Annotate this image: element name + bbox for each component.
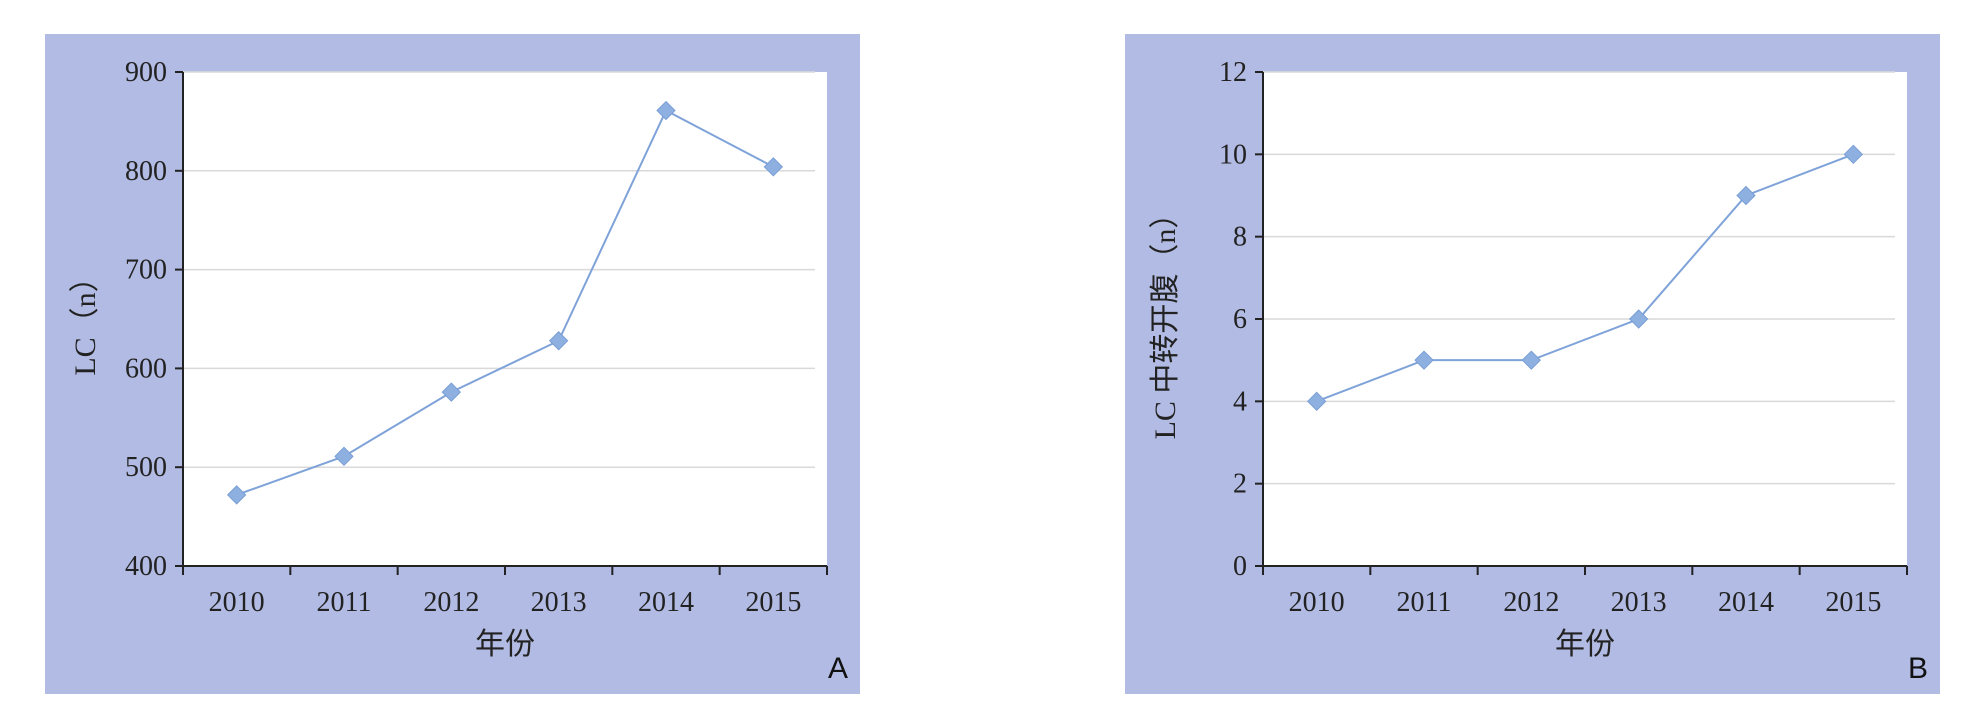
x-tick-label: 2010 bbox=[1289, 587, 1345, 618]
data-point bbox=[1521, 350, 1542, 370]
plot-area bbox=[183, 72, 827, 566]
x-tick-label: 2015 bbox=[1825, 587, 1881, 618]
x-tick-label: 2013 bbox=[531, 587, 587, 618]
data-point bbox=[548, 331, 569, 351]
y-tick-label: 400 bbox=[125, 551, 167, 582]
y-tick-label: 10 bbox=[1219, 139, 1247, 170]
chart-panel-a: 400 500 600 700 800 900 2010 2011 2012 2013 2014 20… bbox=[45, 34, 860, 694]
y-tick-label: 6 bbox=[1233, 304, 1247, 335]
data-point bbox=[763, 157, 784, 177]
chart-panel-b: 0 2 4 6 8 10 12 2010 2011 2012 2013 2014 2015 年份 LC 中转… bbox=[1125, 34, 1940, 694]
x-tick-label: 2012 bbox=[1503, 587, 1559, 618]
y-tick-label: 900 bbox=[125, 57, 167, 88]
data-point bbox=[1306, 391, 1327, 412]
y-tick-label: 600 bbox=[125, 353, 167, 384]
x-tick-label: 2015 bbox=[745, 587, 801, 618]
y-tick-label: 500 bbox=[125, 452, 167, 483]
data-point bbox=[334, 446, 354, 467]
data-point bbox=[1628, 309, 1649, 329]
chart-b-svg: 0 2 4 6 8 10 12 2010 2011 2012 2013 2014 2015 年份 LC 中转… bbox=[1149, 57, 1908, 661]
y-tick-label: 800 bbox=[125, 156, 167, 187]
series-line bbox=[1316, 153, 1854, 403]
x-tick-label: 2013 bbox=[1611, 587, 1667, 618]
x-tick-label: 2014 bbox=[1718, 587, 1774, 618]
data-point bbox=[1843, 144, 1864, 165]
x-tick-label: 2010 bbox=[209, 587, 265, 618]
y-tick-label: 12 bbox=[1219, 57, 1247, 88]
panel-label-a: A bbox=[827, 652, 848, 685]
x-tick-label: 2012 bbox=[423, 587, 479, 618]
y-axis-title: LC（n） bbox=[69, 262, 102, 375]
data-point bbox=[441, 382, 462, 402]
chart-a-svg: 400 500 600 700 800 900 2010 2011 2012 2013 2014 20… bbox=[69, 57, 828, 661]
y-axis-title: LC 中转开腹（n） bbox=[1149, 199, 1182, 440]
y-tick-label: 0 bbox=[1233, 551, 1247, 582]
series-line bbox=[236, 109, 774, 496]
data-point bbox=[1736, 185, 1756, 206]
data-point bbox=[1414, 350, 1434, 370]
x-tick-label: 2011 bbox=[317, 587, 372, 618]
x-tick-label: 2011 bbox=[1397, 587, 1452, 618]
y-tick-label: 700 bbox=[125, 255, 167, 286]
y-tick-label: 8 bbox=[1233, 222, 1247, 253]
x-axis-title: 年份 bbox=[475, 628, 535, 661]
panel-label-b: B bbox=[1907, 652, 1928, 685]
data-point bbox=[656, 100, 676, 121]
y-tick-label: 4 bbox=[1233, 386, 1247, 417]
x-axis-title: 年份 bbox=[1555, 628, 1615, 661]
data-point bbox=[226, 485, 247, 505]
y-tick-label: 2 bbox=[1233, 469, 1247, 500]
x-tick-label: 2014 bbox=[638, 587, 694, 618]
